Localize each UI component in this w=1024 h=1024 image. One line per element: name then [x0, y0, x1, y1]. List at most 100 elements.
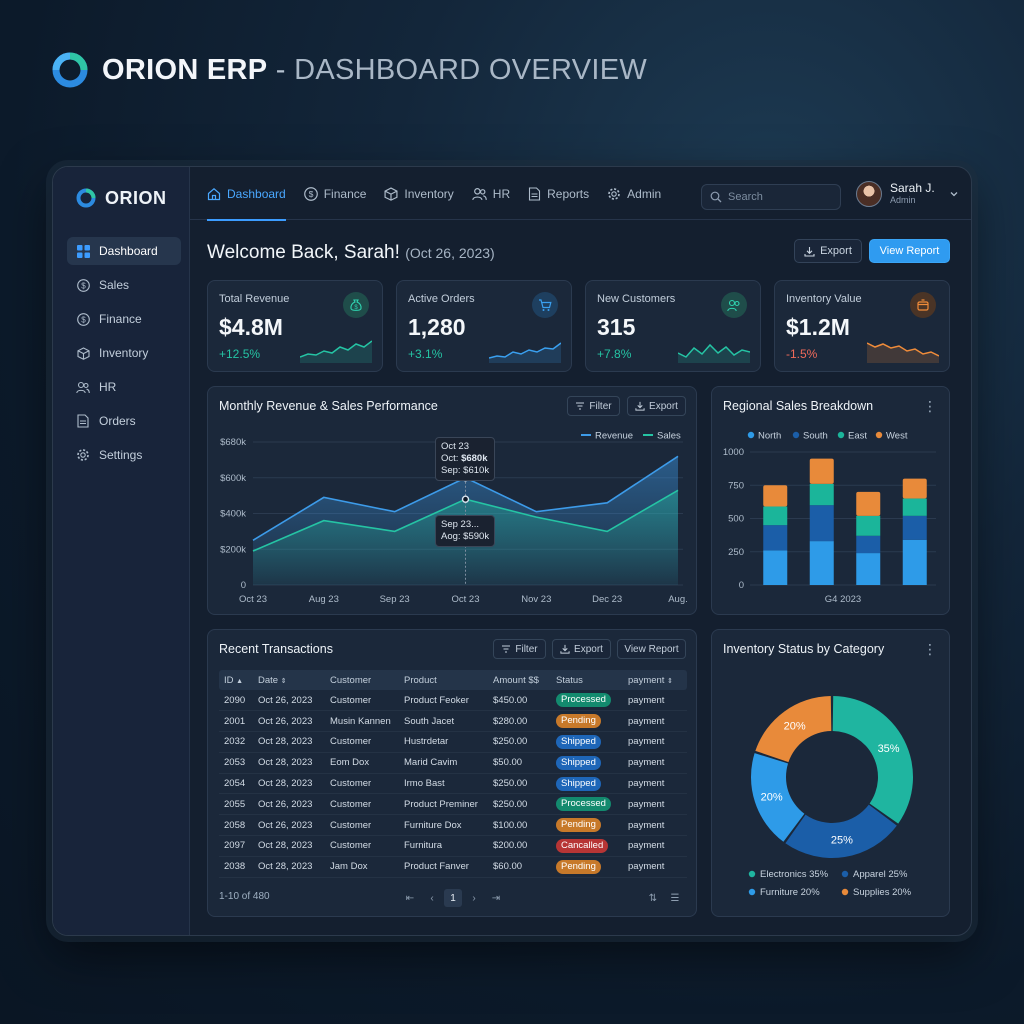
- page-number[interactable]: 1: [444, 889, 462, 907]
- previous-page-icon[interactable]: ‹: [430, 892, 434, 904]
- regional-stacked-bar-chart[interactable]: 0 250 500 750 1000 G4 2023 North South East West: [712, 387, 951, 616]
- table-cell-product: Marid Cavim: [399, 752, 488, 774]
- more-options-icon[interactable]: ⋮: [923, 398, 937, 414]
- filter-button[interactable]: Filter: [493, 639, 546, 659]
- first-page-icon[interactable]: ⇤: [405, 892, 415, 904]
- sort-icon[interactable]: ▲: [236, 677, 244, 685]
- kpi-card-total-revenue[interactable]: Total Revenue $4.8M +12.5% $: [207, 280, 383, 372]
- table-cell-customer: Musin Kannen: [325, 710, 399, 733]
- gear-icon: [608, 187, 620, 200]
- sidebar-item-inventory[interactable]: Inventory: [67, 339, 181, 367]
- table-cell-date: Oct 28, 2023: [253, 835, 325, 857]
- status-badge: Processed: [556, 797, 611, 812]
- document-icon: [76, 414, 90, 428]
- page-header: ORION ERP - DASHBOARD OVERVIEW: [50, 50, 647, 90]
- next-page-icon[interactable]: ›: [472, 892, 476, 904]
- table-cell-status: Pending: [551, 856, 623, 878]
- legend-swatch: [747, 431, 755, 439]
- filter-button[interactable]: Filter: [567, 396, 620, 416]
- inventory-donut-chart[interactable]: 35% 25% 20% 20% Electronics 35% Apparel 25% Fu…: [712, 630, 951, 918]
- transactions-table: ID ▲ Date ⇕ Customer Product Amount $$ S…: [219, 670, 687, 878]
- legend-swatch: [748, 870, 756, 878]
- export-button[interactable]: Export: [552, 639, 611, 659]
- sidebar-item-hr[interactable]: HR: [67, 373, 181, 401]
- table-row[interactable]: 2053 Oct 28, 2023 Eom Dox Marid Cavim $50.00…: [219, 752, 687, 774]
- sort-icon[interactable]: ⇕: [667, 677, 673, 685]
- table-row[interactable]: 2090 Oct 26, 2023 Customer Product Feoker $4…: [219, 690, 687, 712]
- tab-reports[interactable]: Reports: [528, 167, 589, 220]
- kpi-card-new-customers[interactable]: New Customers 315 +7.8%: [585, 280, 761, 372]
- more-options-icon[interactable]: ⋮: [923, 641, 937, 657]
- table-row[interactable]: 2038 Oct 28, 2023 Jam Dox Product Fanver $60…: [219, 856, 687, 878]
- sidebar-item-label: Settings: [99, 448, 143, 462]
- sidebar-item-dashboard[interactable]: Dashboard: [67, 237, 181, 265]
- table-row[interactable]: 2058 Oct 26, 2023 Customer Furniture Dox $10…: [219, 814, 687, 837]
- legend-swatch: [875, 431, 883, 439]
- table-cell-product: Product Preminer: [399, 793, 488, 816]
- table-cell-payment: payment: [623, 814, 687, 837]
- column-header-status[interactable]: Status: [551, 670, 623, 690]
- column-header-customer[interactable]: Customer: [325, 670, 399, 690]
- sidebar-item-settings[interactable]: Settings: [67, 441, 181, 469]
- page-title: ORION ERP - DASHBOARD OVERVIEW: [102, 54, 647, 87]
- user-menu[interactable]: Sarah J. Admin: [856, 181, 959, 207]
- column-header-date[interactable]: Date ⇕: [253, 670, 325, 690]
- search-input[interactable]: Search: [701, 184, 841, 210]
- last-page-icon[interactable]: ⇥: [491, 892, 501, 904]
- table-row[interactable]: 2055 Oct 26, 2023 Customer Product Preminer…: [219, 793, 687, 816]
- kpi-change: -1.5%: [786, 347, 818, 361]
- sidebar-item-finance[interactable]: $ Finance: [67, 305, 181, 333]
- sidebar-item-orders[interactable]: Orders: [67, 407, 181, 435]
- table-cell-customer: Customer: [325, 835, 399, 857]
- chevron-down-icon[interactable]: [949, 189, 959, 199]
- view-report-button[interactable]: View Report: [869, 239, 950, 263]
- table-row[interactable]: 2032 Oct 28, 2023 Customer Hustrdetar $250.0…: [219, 731, 687, 753]
- table-cell-status: Pending: [551, 814, 623, 837]
- legend-label: South: [803, 431, 828, 442]
- app-logo[interactable]: ORION: [75, 187, 167, 209]
- export-button[interactable]: Export: [627, 396, 686, 416]
- svg-text:$: $: [81, 281, 86, 290]
- column-header-payment[interactable]: payment ⇕: [623, 670, 687, 690]
- table-cell-id: 2032: [219, 731, 253, 753]
- table-row[interactable]: 2001 Oct 26, 2023 Musin Kannen South Jacet $…: [219, 710, 687, 733]
- sidebar-item-sales[interactable]: $ Sales: [67, 271, 181, 299]
- svg-text:$: $: [354, 305, 358, 311]
- column-header-product[interactable]: Product: [399, 670, 488, 690]
- bar-segment-east: [856, 515, 881, 536]
- table-row[interactable]: 2054 Oct 28, 2023 Customer Irmo Bast $250.00…: [219, 773, 687, 795]
- tab-dashboard[interactable]: Dashboard: [207, 167, 286, 221]
- sort-order-icon[interactable]: ⇅: [648, 892, 658, 904]
- bar-segment-west: [902, 478, 927, 499]
- search-icon: [710, 191, 722, 203]
- x-tick-label: Aug 23: [309, 594, 339, 605]
- kpi-card-active-orders[interactable]: Active Orders 1,280 +3.1%: [396, 280, 572, 372]
- export-button[interactable]: Export: [794, 239, 862, 263]
- sidebar-item-label: HR: [99, 380, 117, 394]
- x-axis-label: G4 2023: [825, 594, 861, 605]
- tab-label: Reports: [547, 186, 590, 201]
- card-title: Regional Sales Breakdown: [723, 399, 874, 413]
- tab-label: Admin: [627, 186, 662, 201]
- column-header-amount[interactable]: Amount $$: [488, 670, 551, 690]
- column-header-id[interactable]: ID ▲: [219, 670, 253, 690]
- dashboard-grid-icon: [76, 244, 90, 258]
- tooltip-line: Oct: $680k: [441, 453, 489, 465]
- view-report-button[interactable]: View Report: [617, 639, 686, 659]
- kpi-card-inventory-value[interactable]: Inventory Value $1.2M -1.5%: [774, 280, 950, 372]
- legend-label: Sales: [657, 431, 681, 442]
- table-cell-payment: payment: [623, 752, 687, 774]
- tab-finance[interactable]: $ Finance: [303, 167, 366, 220]
- filter-icon[interactable]: ☰: [670, 892, 680, 904]
- table-row[interactable]: 2097 Oct 28, 2023 Customer Furnitura $200.00…: [219, 835, 687, 857]
- dollar-circle-icon: $: [76, 278, 90, 292]
- box-icon: [384, 186, 398, 201]
- table-cell-customer: Customer: [325, 731, 399, 753]
- sort-icon[interactable]: ⇕: [280, 677, 287, 685]
- tab-inventory[interactable]: Inventory: [384, 167, 454, 220]
- tab-admin[interactable]: Admin: [607, 167, 661, 220]
- welcome-text: Welcome Back, Sarah!: [207, 242, 400, 263]
- table-cell-status: Pending: [551, 710, 623, 733]
- tab-hr[interactable]: HR: [472, 167, 510, 220]
